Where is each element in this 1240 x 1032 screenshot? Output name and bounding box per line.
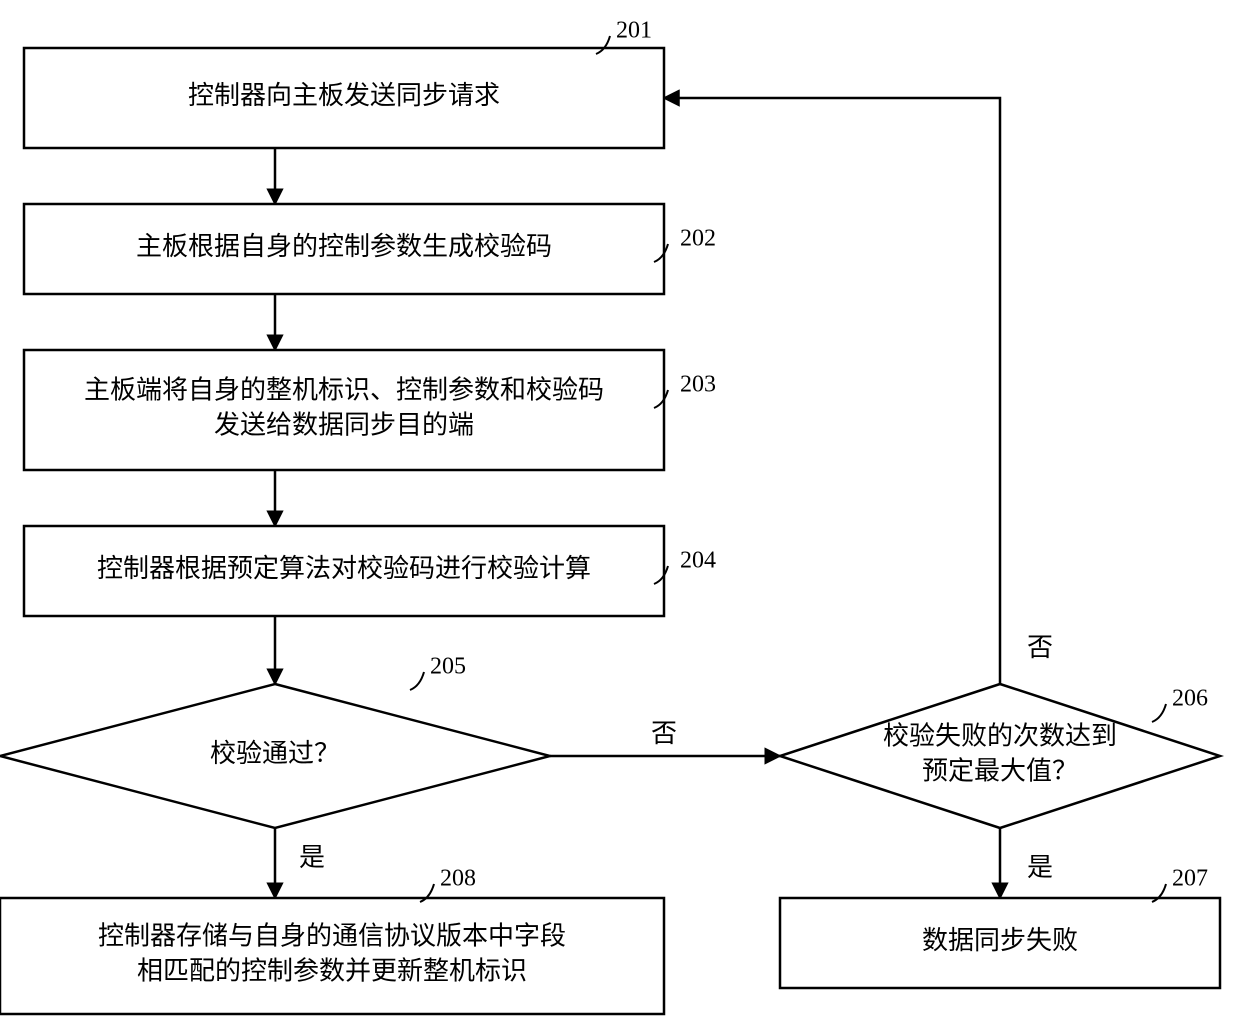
edge-label-e7: 是 <box>1027 853 1053 882</box>
node-tag-n201: 201 <box>616 18 652 44</box>
node-text-n201-0: 控制器向主板发送同步请求 <box>188 81 500 110</box>
node-tag-n202: 202 <box>680 226 716 252</box>
node-text-n204-0: 控制器根据预定算法对校验码进行校验计算 <box>97 554 591 583</box>
edge-label-e8: 否 <box>1027 633 1053 662</box>
node-text-n207-0: 数据同步失败 <box>922 926 1078 955</box>
node-tag-n203: 203 <box>680 372 716 398</box>
node-tag-n204: 204 <box>680 548 716 574</box>
node-tag-n206: 206 <box>1172 686 1208 712</box>
edge-label-e6: 是 <box>299 843 325 872</box>
node-text-n203-1: 发送给数据同步目的端 <box>214 411 474 440</box>
node-text-n206-1: 预定最大值？ <box>922 757 1078 786</box>
node-text-n208-1: 相匹配的控制参数并更新整机标识 <box>137 957 527 986</box>
node-tag-n205: 205 <box>430 654 466 680</box>
node-text-n208-0: 控制器存储与自身的通信协议版本中字段 <box>98 921 566 950</box>
node-text-n206-0: 校验失败的次数达到 <box>883 721 1117 750</box>
node-text-n202-0: 主板根据自身的控制参数生成校验码 <box>136 232 552 261</box>
node-tag-n207: 207 <box>1172 866 1208 892</box>
edge-label-e5: 否 <box>651 719 677 748</box>
flowchart-svg: 否是 是 否 控制器向主板发送同步请求 201 主板根据自身的控制参数生成校验码 202 主板… <box>0 0 1240 1032</box>
node-tag-n208: 208 <box>440 866 476 892</box>
node-text-n203-0: 主板端将自身的整机标识、控制参数和校验码 <box>84 375 604 404</box>
node-text-n205-0: 校验通过？ <box>210 739 340 768</box>
